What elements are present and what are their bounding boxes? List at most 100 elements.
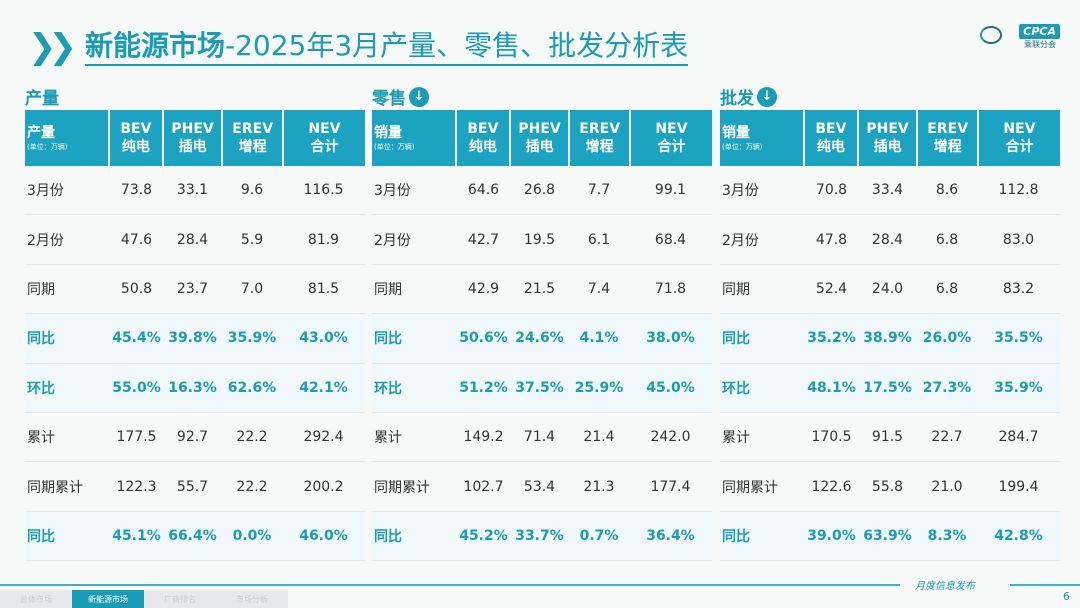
cell-value: 199.4 <box>998 478 1039 495</box>
table-row: 2月份 47.6 28.4 5.9 81.9 <box>25 215 365 265</box>
cell-value: 39.8% <box>168 330 217 347</box>
column-code: EREV <box>579 121 621 137</box>
cell-value: 42.1% <box>299 379 348 396</box>
row-label: 3月份 <box>722 183 759 200</box>
section-title: 零售 ↓ <box>372 84 429 109</box>
cell-value: 26.8 <box>523 182 556 199</box>
cell-value: 17.5% <box>863 379 912 396</box>
header-label: 销量 (单位：万辆) <box>720 110 804 166</box>
column-code: PHEV <box>866 121 909 137</box>
table-row: 同期 50.8 23.7 7.0 81.5 <box>25 265 365 315</box>
data-table: 销量 (单位：万辆) BEV 纯电 PHEV 插电 EREV 增程 NEV 合计 3月份 70.8 33… <box>720 110 1060 562</box>
table-row: 3月份 64.6 26.8 7.7 99.1 <box>372 166 712 216</box>
cell-value: 26.0% <box>922 330 972 347</box>
cell-value: 39.0% <box>807 527 856 544</box>
cell-value: 4.1% <box>579 330 619 347</box>
cell-value: 91.5 <box>871 429 904 446</box>
table-row: 累计 149.2 71.4 21.4 242.0 <box>372 413 712 463</box>
table-row: 累计 177.5 92.7 22.2 292.4 <box>25 413 365 463</box>
cell-value: 71.8 <box>654 280 687 297</box>
footer-tab[interactable]: 市场分析 <box>216 590 288 608</box>
cell-value: 6.8 <box>935 231 959 248</box>
table-row: 同期累计 122.3 55.7 22.2 200.2 <box>25 462 365 512</box>
cell-value: 242.0 <box>650 429 691 446</box>
column-code: BEV <box>120 121 152 137</box>
cell-value: 7.0 <box>240 280 264 297</box>
row-label: 3月份 <box>27 183 64 200</box>
cell-value: 46.0% <box>299 527 348 544</box>
cell-value: 292.4 <box>303 429 344 446</box>
data-table: 产量 (单位：万辆) BEV 纯电 PHEV 插电 EREV 增程 NEV 合计 3月份 73.8 33… <box>25 110 365 562</box>
page-title: ❯❯ 新能源市场-2025年3月产量、零售、批发分析表 <box>28 27 689 67</box>
row-label: 同比 <box>722 528 750 545</box>
cell-value: 16.3% <box>168 379 217 396</box>
table-row: 同比 39.0% 63.9% 8.3% 42.8% <box>720 511 1060 562</box>
cell-value: 9.6 <box>240 182 264 199</box>
cell-value: 55.8 <box>871 478 904 495</box>
cell-value: 38.9% <box>863 330 912 347</box>
table-row: 同比 45.4% 39.8% 35.9% 43.0% <box>25 314 365 364</box>
cell-value: 8.3% <box>927 527 967 544</box>
cell-value: 70.8 <box>815 182 848 199</box>
header-label-text: 销量 <box>374 125 402 141</box>
row-label: 同期 <box>722 281 750 298</box>
table-header: 销量 (单位：万辆) BEV 纯电 PHEV 插电 EREV 增程 NEV 合计 <box>372 110 712 166</box>
cell-value: 21.5 <box>523 280 556 297</box>
cell-value: 35.9% <box>994 379 1043 396</box>
table-row: 环比 55.0% 16.3% 62.6% 42.1% <box>25 363 365 413</box>
table-row: 2月份 47.8 28.4 6.8 83.0 <box>720 215 1060 265</box>
cell-value: 38.0% <box>646 330 695 347</box>
column-name: 合计 <box>1005 139 1034 155</box>
page-number: 6 <box>1063 590 1070 603</box>
row-label: 同期 <box>27 281 55 298</box>
cell-value: 21.3 <box>583 478 615 495</box>
cell-value: 83.2 <box>1002 280 1035 297</box>
cell-value: 8.6 <box>935 182 959 199</box>
cell-value: 33.4 <box>871 182 904 199</box>
cell-value: 35.9% <box>227 330 277 347</box>
cell-value: 0.7% <box>579 527 619 544</box>
cell-value: 112.8 <box>998 182 1039 199</box>
cell-value: 47.8 <box>815 231 848 248</box>
cell-value: 55.7 <box>176 478 209 495</box>
column-header: PHEV 插电 <box>858 110 917 166</box>
table-row: 同期 42.9 21.5 7.4 71.8 <box>372 265 712 315</box>
header-label: 销量 (单位：万辆) <box>372 110 456 166</box>
table-row: 3月份 73.8 33.1 9.6 116.5 <box>25 166 365 216</box>
cell-value: 48.1% <box>807 379 856 396</box>
cell-value: 21.4 <box>583 429 615 446</box>
row-label: 同期累计 <box>374 479 430 496</box>
cell-value: 52.4 <box>815 280 848 297</box>
cell-value: 22.7 <box>931 429 963 446</box>
footer-tab[interactable]: 总体市场 <box>0 590 72 608</box>
cell-value: 99.1 <box>654 182 687 199</box>
cell-value: 62.6% <box>227 379 277 396</box>
column-name: 合计 <box>657 139 686 155</box>
footer-tab[interactable]: 新能源市场 <box>72 590 144 608</box>
cell-value: 33.1 <box>176 182 209 199</box>
logo-sub: 乘联分会 <box>1024 40 1056 49</box>
divider <box>1010 584 1080 586</box>
cell-value: 64.6 <box>467 182 500 199</box>
table-row: 环比 48.1% 17.5% 27.3% 35.9% <box>720 363 1060 413</box>
column-code: EREV <box>927 121 969 137</box>
column-code: PHEV <box>518 121 561 137</box>
cell-value: 170.5 <box>811 429 852 446</box>
double-chevron-icon: ❯❯ <box>28 27 77 67</box>
globe-icon <box>980 26 1002 44</box>
cell-value: 47.6 <box>120 231 153 248</box>
footer-tab[interactable]: 厂商排名 <box>144 590 216 608</box>
column-header: NEV 合计 <box>283 110 365 166</box>
table-row: 累计 170.5 91.5 22.7 284.7 <box>720 413 1060 463</box>
table-row: 同比 45.2% 33.7% 0.7% 36.4% <box>372 511 712 562</box>
column-header: NEV 合计 <box>978 110 1060 166</box>
column-header: EREV 增程 <box>223 110 282 166</box>
header-label-text: 产量 <box>27 125 55 141</box>
cell-value: 53.4 <box>523 478 556 495</box>
row-label: 同期累计 <box>722 479 778 496</box>
cell-value: 83.0 <box>1002 231 1035 248</box>
section-label: 零售 <box>372 89 406 109</box>
cell-value: 6.1 <box>587 231 611 248</box>
column-name: 插电 <box>178 139 207 155</box>
cell-value: 81.5 <box>307 280 340 297</box>
